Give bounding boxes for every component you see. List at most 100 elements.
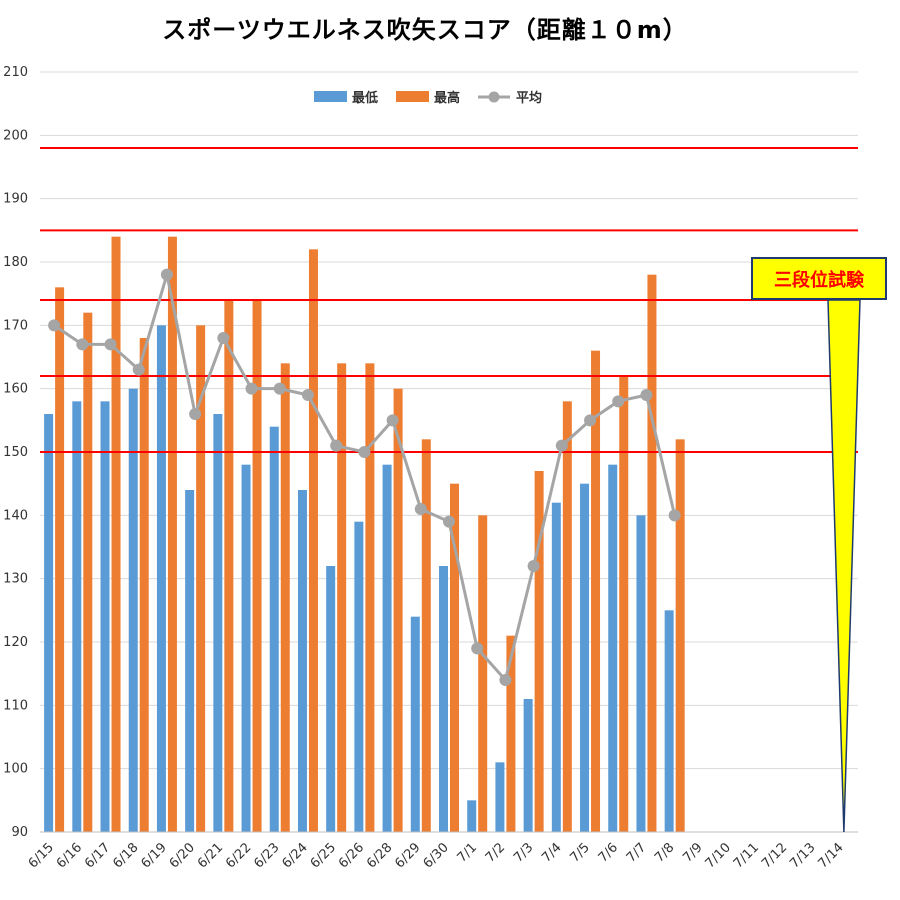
bar-min [297,490,307,832]
bar-min [100,401,110,832]
x-tick-label: 7/2 [483,840,508,865]
x-tick-label: 6/16 [54,840,85,871]
bar-min [608,464,618,832]
bar-min [636,515,646,832]
average-point [330,439,343,452]
reference-lines [40,147,858,453]
average-point [358,446,371,458]
average-point [527,560,540,572]
x-tick-label: 6/25 [308,840,339,871]
average-point [132,363,145,376]
bar-max [450,483,459,832]
bar-min [128,388,138,832]
x-tick-label: 7/4 [539,840,564,865]
bar-min [354,521,364,832]
average-point [217,332,230,344]
bar-max [506,635,516,832]
x-tick-label: 7/6 [596,840,621,865]
bar-min [580,483,590,832]
average-point [160,268,173,281]
callout-pointer-shape [827,299,861,833]
bar-min [326,566,336,832]
x-tick-label: 6/24 [280,840,311,871]
average-point [499,674,512,686]
x-tick-label: 7/10 [703,840,734,871]
x-tick-label: 7/12 [759,840,790,871]
bar-min [44,414,54,832]
y-tick-label: 130 [3,572,28,587]
bar-min [495,762,505,832]
bar-min [185,490,195,832]
bar-min [156,325,166,832]
bar-max [83,312,93,833]
y-tick-label: 120 [3,635,28,650]
average-point [386,414,399,427]
x-tick-label: 7/1 [455,840,480,865]
legend-swatch-max [396,91,429,102]
legend-swatch-avg-marker [488,91,500,103]
y-tick-label: 160 [3,382,28,397]
y-tick-label: 180 [3,255,28,270]
legend-swatch-min [314,91,347,102]
average-point [414,503,427,515]
x-tick-label: 7/5 [567,840,592,865]
y-tick-label: 110 [3,698,28,713]
bar-max [675,439,685,832]
bar-min [72,401,82,832]
y-tick-label: 190 [3,192,28,207]
bar-max [619,376,629,832]
bar-min [269,426,279,832]
bar-min [467,800,477,832]
average-point [273,382,286,395]
bar-min [213,414,223,832]
x-tick-label: 7/13 [787,840,818,871]
x-tick-label: 7/14 [815,840,846,871]
bar-max [478,515,488,832]
average-point [584,414,597,427]
average-point [245,382,258,395]
average-point [640,389,653,401]
bar-max [308,249,318,833]
bar-max [365,363,375,832]
y-tick-label: 210 [3,65,28,80]
average-point [555,439,568,452]
legend-label-avg: 平均 [516,90,542,106]
bar-min [664,610,674,832]
y-tick-label: 200 [3,128,28,143]
bar-max [421,439,431,832]
x-tick-label: 6/15 [26,840,57,871]
average-point [301,389,314,401]
y-tick-label: 170 [3,318,28,333]
bar-max [224,300,234,832]
x-tick-label: 7/9 [680,840,705,865]
x-tick-label: 6/30 [421,840,452,871]
x-tick-label: 7/7 [624,840,649,865]
bar-max [139,338,149,832]
average-point [612,395,625,408]
bar-max [55,287,65,832]
bar-max [337,363,347,832]
bar-min [241,464,251,832]
bars [44,236,685,833]
bar-max [534,471,544,832]
bar-min [551,502,561,832]
bar-max [196,325,206,832]
x-tick-label: 6/17 [82,840,113,871]
chart-title: スポーツウエルネス吹矢スコア（距離１０m） [162,16,688,44]
x-tick-label: 7/11 [731,840,762,871]
x-tick-label: 6/22 [223,840,254,871]
x-tick-label: 6/21 [195,840,226,871]
legend: 最低 最高 平均 [314,90,542,106]
bar-max [252,300,262,832]
bar-max [562,401,572,832]
average-point [471,642,484,655]
average-point [104,338,117,351]
x-tick-label: 6/18 [110,840,141,871]
x-tick-label: 7/8 [652,840,677,865]
average-point [668,509,681,522]
bar-max [393,388,403,832]
callout-annotation: 三段位試験 [751,257,887,300]
y-tick-label: 140 [3,508,28,523]
bar-max [647,274,657,833]
x-tick-label: 6/26 [336,840,367,871]
